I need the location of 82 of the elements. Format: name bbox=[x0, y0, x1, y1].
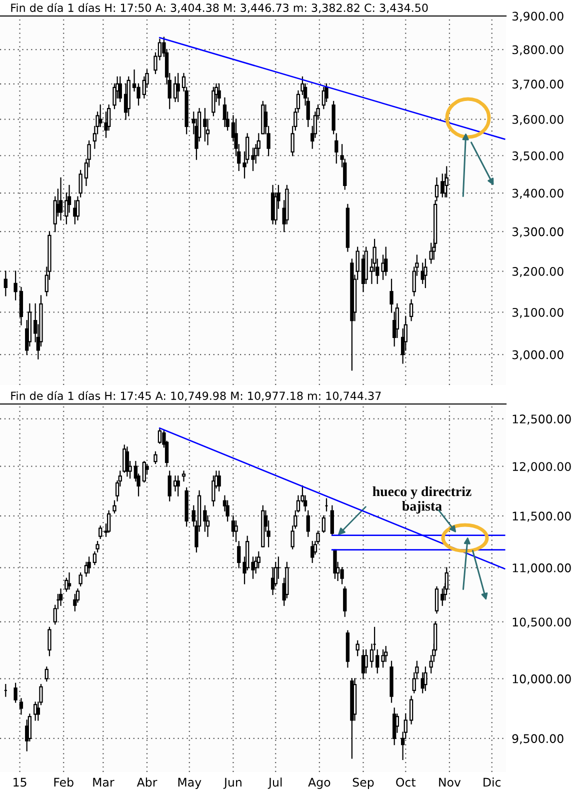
x-tick-label: Dic bbox=[484, 778, 501, 787]
candlestick bbox=[310, 540, 314, 563]
candlestick bbox=[4, 270, 8, 296]
candlestick bbox=[176, 476, 180, 496]
candlestick bbox=[330, 505, 334, 536]
candlestick bbox=[168, 470, 172, 502]
candlestick bbox=[203, 108, 207, 142]
candlestick bbox=[154, 451, 158, 464]
candlestick bbox=[19, 698, 24, 715]
chart-title: Fin de día 1 días H: 17:45 A: 10,749.98 M: 10,977.18 m: 10,744.37 bbox=[11, 390, 381, 402]
candlestick bbox=[434, 586, 439, 614]
y-tick-label: 3,100.00 bbox=[512, 308, 564, 318]
y-tick-label: 3,000.00 bbox=[512, 350, 564, 360]
candlestick bbox=[173, 76, 178, 102]
annotation: hueco y directriz bajista bbox=[372, 486, 472, 514]
x-tick-label: Nov bbox=[439, 778, 461, 787]
y-tick-label: 3,200.00 bbox=[512, 266, 564, 278]
candlestick bbox=[87, 556, 91, 574]
candlestick bbox=[334, 133, 338, 164]
x-tick-label: Jul bbox=[268, 778, 282, 789]
candlestick bbox=[237, 540, 241, 568]
candlestick bbox=[424, 666, 428, 691]
candlestick bbox=[376, 649, 380, 674]
x-tick-label: Oct bbox=[396, 778, 416, 787]
candlestick bbox=[251, 148, 255, 172]
candlestick bbox=[182, 470, 186, 482]
y-tick-label: 3,400.00 bbox=[512, 188, 564, 199]
candlestick bbox=[44, 666, 48, 682]
x-tick-label: Abr bbox=[136, 778, 158, 787]
y-tick-label: 11,500.00 bbox=[512, 512, 571, 522]
candlestick bbox=[58, 588, 63, 606]
candlestick bbox=[98, 526, 102, 539]
y-tick-label: 12,500.00 bbox=[512, 414, 571, 425]
candlestick bbox=[78, 572, 82, 586]
candlestick bbox=[381, 649, 385, 668]
candlestick bbox=[333, 549, 337, 579]
candlestick bbox=[384, 246, 388, 276]
chart-title: Fin de día 1 días H: 17:50 A: 3,404.38 M: 3,446.73 m: 3,382.82 C: 3,434.50 bbox=[11, 2, 428, 14]
x-tick-label: Mar bbox=[93, 778, 114, 787]
x-tick-label: Ago bbox=[308, 778, 330, 789]
y-tick-label: 3,300.00 bbox=[512, 227, 564, 238]
candlestick bbox=[217, 83, 221, 106]
candlestick bbox=[118, 76, 122, 102]
y-tick-label: 9,500.00 bbox=[512, 734, 564, 744]
y-tick-label: 10,000.00 bbox=[512, 674, 571, 685]
candlestick bbox=[98, 104, 102, 128]
candlestick bbox=[48, 626, 52, 656]
y-tick-label: 3,500.00 bbox=[512, 151, 564, 162]
candlestick bbox=[107, 510, 111, 533]
candlestick bbox=[142, 460, 146, 483]
candlestick bbox=[390, 278, 394, 313]
candlestick bbox=[429, 242, 433, 264]
candlestick bbox=[343, 586, 347, 617]
candlestick bbox=[409, 299, 414, 322]
y-tick-label: 3,800.00 bbox=[512, 45, 564, 56]
candlestick bbox=[251, 556, 255, 579]
x-tick-label: Jun bbox=[223, 778, 242, 789]
candlestick bbox=[14, 682, 18, 703]
x-tick-label: Feb bbox=[54, 778, 74, 787]
candlestick bbox=[356, 640, 360, 656]
candlestick bbox=[424, 258, 428, 288]
candlestick bbox=[444, 166, 448, 198]
candlestick bbox=[58, 177, 63, 220]
y-tick-label: 3,600.00 bbox=[512, 115, 564, 126]
candlestick bbox=[14, 270, 18, 300]
y-tick-label: 11,000.00 bbox=[512, 563, 571, 574]
x-tick-label: 15 bbox=[14, 778, 26, 787]
candlestick bbox=[409, 696, 414, 724]
candlestick bbox=[67, 572, 72, 590]
candlestick bbox=[176, 72, 180, 102]
candlestick bbox=[217, 470, 221, 492]
y-tick-label: 12,000.00 bbox=[512, 462, 571, 472]
x-tick-label: May bbox=[178, 778, 202, 789]
candlestick bbox=[112, 500, 116, 514]
y-tick-label: 3,700.00 bbox=[512, 80, 564, 90]
x-tick-label: Sep bbox=[352, 778, 374, 789]
candlestick bbox=[322, 515, 326, 533]
candlestick bbox=[158, 428, 162, 444]
candlestick bbox=[222, 97, 227, 128]
y-tick-label: 3,900.00 bbox=[512, 12, 564, 22]
candlestick bbox=[212, 86, 216, 116]
y-tick-label: 10,500.00 bbox=[512, 618, 571, 628]
